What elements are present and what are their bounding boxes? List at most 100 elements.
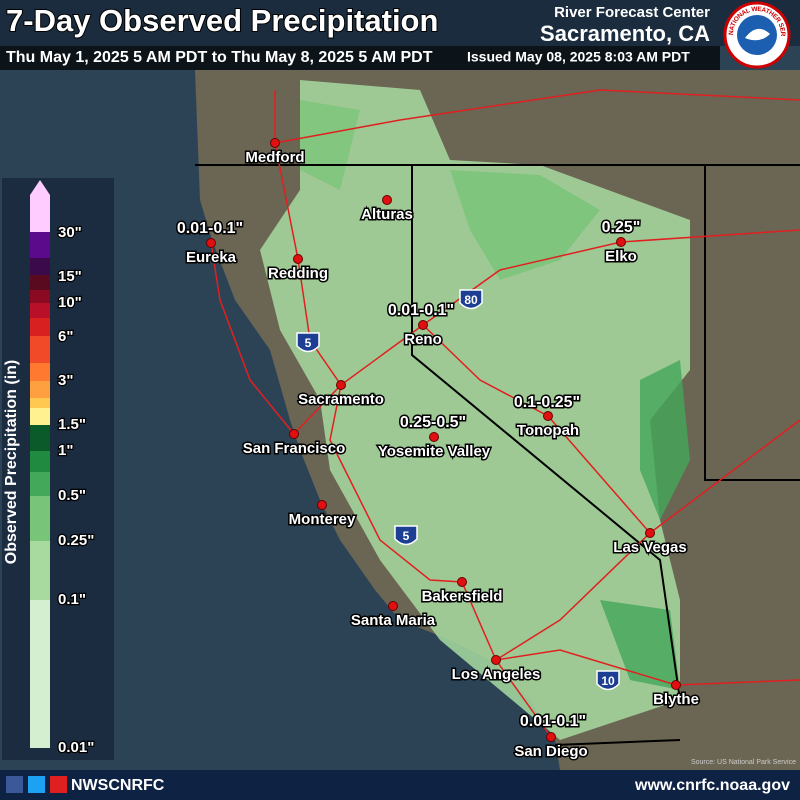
city-label: Redding <box>268 265 328 282</box>
interstate-shield <box>459 289 483 310</box>
precip-annotation: 0.01-0.1" <box>388 302 454 319</box>
city-dot <box>457 577 467 587</box>
state-borders <box>195 164 800 746</box>
places: Medford Alturas Eureka Redding Elko Reno Sacra… <box>175 138 700 761</box>
city-dot <box>289 429 299 439</box>
city-dot <box>293 254 303 264</box>
city-label: Tonopah <box>517 422 579 439</box>
title: 7-Day Observed Precipitation <box>6 3 438 38</box>
legend: Observed Precipitation (in) 30" 15" 10" 6" 3… <box>2 178 114 760</box>
city-dot <box>206 238 216 248</box>
city-label: Las Vegas <box>613 539 686 556</box>
shield-label: 80 <box>464 293 478 307</box>
city-label: Monterey <box>289 511 356 528</box>
legend-band <box>30 275 50 290</box>
city-label: Reno <box>404 331 442 348</box>
issued: Issued May 08, 2025 8:03 AM PDT <box>467 49 690 65</box>
legend-label: 1.5" <box>58 416 86 433</box>
city-dot <box>388 601 398 611</box>
legend-label: 0.1" <box>58 591 86 608</box>
legend-band <box>30 496 50 541</box>
legend-band <box>30 363 50 381</box>
city-dot <box>671 680 681 690</box>
city-label: Los Angeles <box>452 666 541 683</box>
city-label: Santa Maria <box>351 612 436 629</box>
city-label: Medford <box>245 149 304 166</box>
legend-band <box>30 303 50 318</box>
precip-area <box>260 80 690 740</box>
precip-area <box>300 100 360 190</box>
city-label: Blythe <box>653 691 699 708</box>
interstate-shield <box>394 525 418 546</box>
precip-annotation: 0.01-0.1" <box>177 220 243 237</box>
legend-band <box>30 600 50 748</box>
source: Source: US National Park Service <box>691 759 796 766</box>
city-dot <box>270 138 280 148</box>
precip-area <box>450 170 600 280</box>
city-label: Alturas <box>361 206 413 223</box>
youtube-icon[interactable] <box>50 776 67 793</box>
twitter-icon[interactable] <box>28 776 45 793</box>
facebook-icon[interactable] <box>6 776 23 793</box>
url[interactable]: www.cnrfc.noaa.gov <box>634 777 790 794</box>
city-label: Eureka <box>186 249 237 266</box>
legend-band <box>30 232 50 258</box>
legend-label: 1" <box>58 442 73 459</box>
footer-band <box>0 770 800 800</box>
center: River Forecast Center <box>554 4 710 21</box>
period-band <box>0 46 720 70</box>
city-dot <box>429 432 439 442</box>
city-dot <box>546 732 556 742</box>
precip-annotation: 0.25" <box>602 219 641 236</box>
legend-panel <box>2 178 114 760</box>
city-dot <box>336 380 346 390</box>
city-dot <box>645 528 655 538</box>
legend-band <box>30 451 50 472</box>
legend-label: 0.5" <box>58 487 86 504</box>
legend-label: 0.01" <box>58 739 94 756</box>
legend-band <box>30 541 50 600</box>
legend-label: 0.25" <box>58 532 94 549</box>
city-label: Yosemite Valley <box>378 443 491 460</box>
city-dot <box>418 320 428 330</box>
legend-label: 15" <box>58 268 82 285</box>
city-label: Sacramento <box>298 391 384 408</box>
legend-band <box>30 381 50 398</box>
city-dot <box>616 237 626 247</box>
interstate-shield <box>596 670 620 691</box>
precip-area <box>600 600 680 690</box>
city-dot <box>491 655 501 665</box>
legend-label: 6" <box>58 328 73 345</box>
precip-annotation: 0.25-0.5" <box>400 414 466 431</box>
shield-label: 5 <box>403 529 410 543</box>
legend-label: 3" <box>58 372 73 389</box>
header-band <box>0 0 800 46</box>
handle[interactable]: NWSCNRFC <box>71 777 165 794</box>
precip-annotation: 0.01-0.1" <box>520 713 586 730</box>
precip-annotation: 0.1-0.25" <box>514 394 580 411</box>
city-label: San Francisco <box>243 440 346 457</box>
legend-band <box>30 398 50 408</box>
legend-band <box>30 336 50 363</box>
legend-band <box>30 318 50 336</box>
period: Thu May 1, 2025 5 AM PDT to Thu May 8, 2… <box>6 49 433 66</box>
city-label: Elko <box>605 248 637 265</box>
legend-band <box>30 290 50 303</box>
legend-label: 30" <box>58 224 82 241</box>
location: Sacramento, CA <box>540 21 710 46</box>
legend-band <box>30 408 50 425</box>
city-dot <box>317 500 327 510</box>
legend-arrow <box>30 180 50 232</box>
city-dot <box>382 195 392 205</box>
shield-label: 5 <box>305 336 312 350</box>
shield-label: 10 <box>601 674 615 688</box>
legend-title: Observed Precipitation (in) <box>3 360 20 564</box>
legend-label: 10" <box>58 294 82 311</box>
legend-band <box>30 472 50 496</box>
interstate-shield <box>296 332 320 353</box>
city-dot <box>543 411 553 421</box>
precip-area <box>640 360 690 520</box>
legend-band <box>30 425 50 451</box>
legend-band <box>30 258 50 275</box>
